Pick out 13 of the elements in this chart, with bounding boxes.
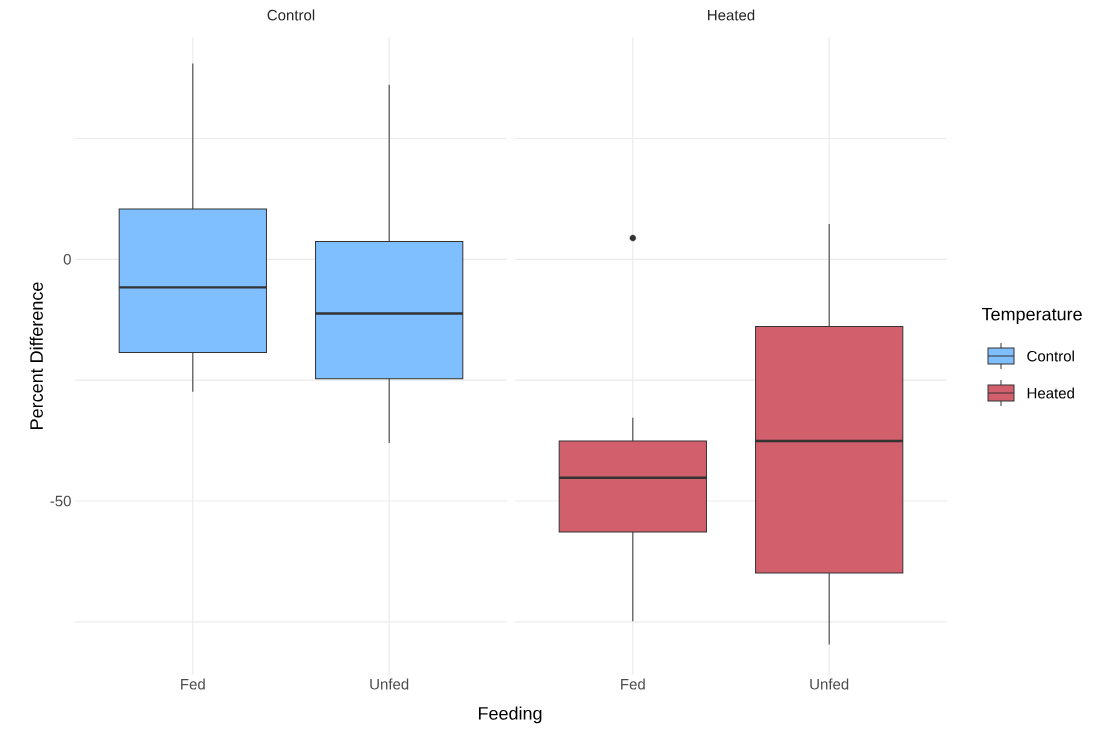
legend-label: Control: [1027, 350, 1074, 362]
x-tick-label: Unfed: [810, 678, 849, 690]
legend-title: Temperature: [981, 307, 1082, 325]
x-axis-title: Feeding: [478, 706, 542, 724]
legend-label: Heated: [1027, 387, 1074, 399]
x-tick-label: Fed: [181, 678, 205, 690]
y-tick-label: 0: [63, 254, 71, 265]
y-axis-title: Percent Difference: [29, 282, 43, 429]
chart-title: Heated: [708, 9, 755, 21]
x-tick-label: Fed: [621, 678, 645, 690]
chart-title: Control: [267, 9, 315, 21]
x-tick-label: Unfed: [370, 678, 409, 690]
y-tick-label: -50: [50, 495, 71, 507]
